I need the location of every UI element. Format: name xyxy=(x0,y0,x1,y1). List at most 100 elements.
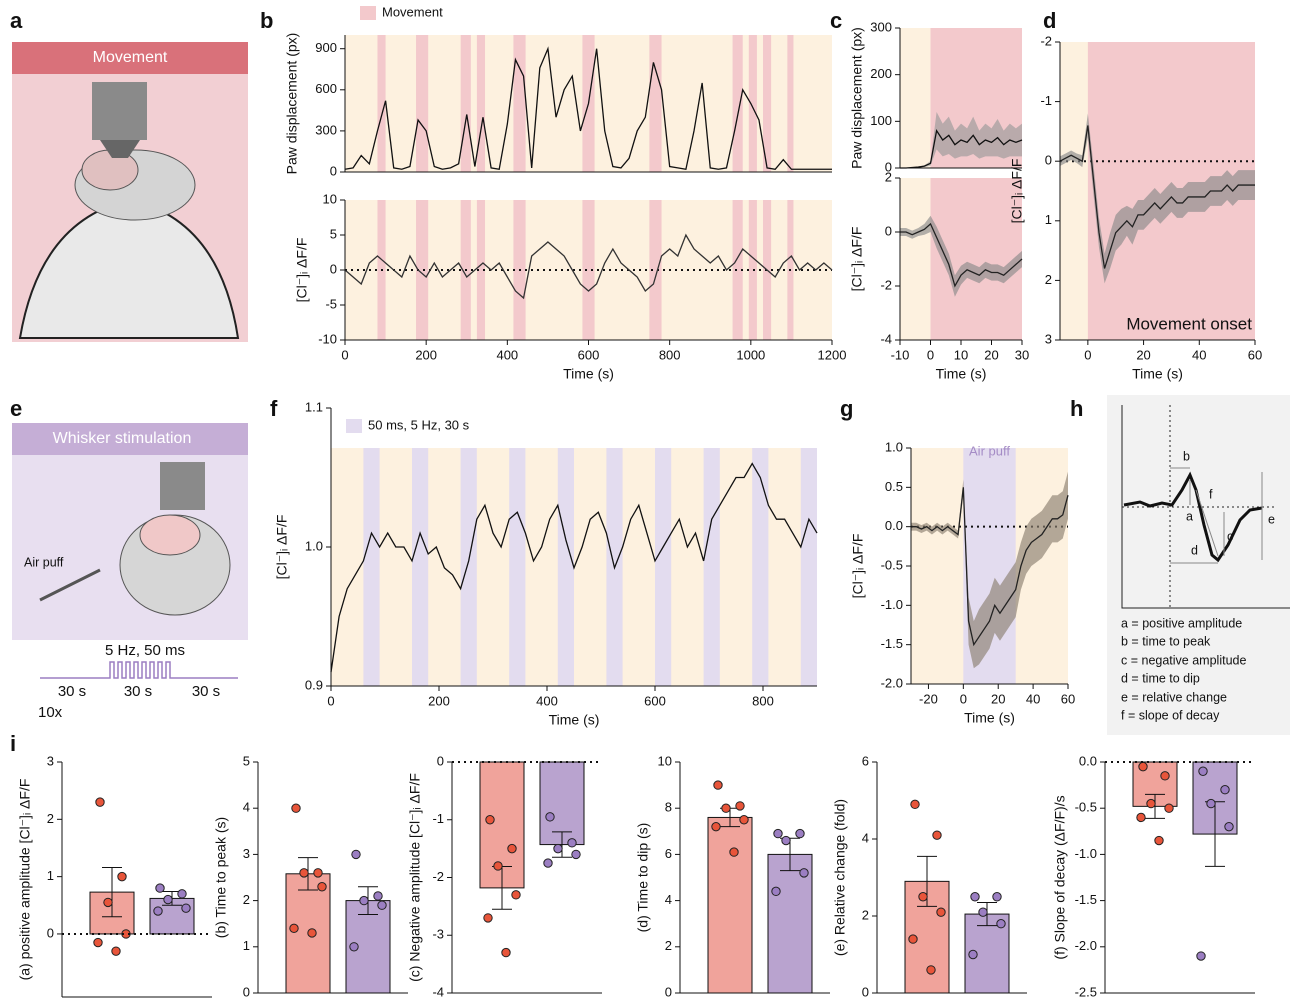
y-tick-label: 2 xyxy=(885,169,892,184)
data-point xyxy=(799,868,809,878)
data-point xyxy=(567,838,577,848)
chart: 0 2 4 6 8 10 (d) Time to dip (s) xyxy=(635,753,830,999)
panel-letters: a b c d e f g h i xyxy=(10,8,1083,756)
bar xyxy=(707,816,753,994)
band xyxy=(476,35,486,172)
x-axis-label: Time (s) xyxy=(549,712,600,728)
y-axis-label: Paw displacement (px) xyxy=(849,27,865,169)
error-band xyxy=(900,215,1022,297)
line xyxy=(344,233,833,300)
y-tick-label: -10 xyxy=(318,331,337,346)
band xyxy=(460,35,471,172)
data-point xyxy=(908,934,918,944)
y-tick-label: 0 xyxy=(47,925,54,940)
repeats-label: 10x xyxy=(38,704,63,721)
data-point xyxy=(1198,766,1208,776)
x-tick-label: 1000 xyxy=(736,347,765,362)
data-point xyxy=(910,799,920,810)
x-tick-label: 40 xyxy=(1192,347,1206,362)
x-tick-label: 200 xyxy=(415,347,437,362)
y-tick-label: 1 xyxy=(1045,212,1052,227)
data-point xyxy=(299,868,309,878)
y-axis-label: (c) Negative amplitude [Cl⁻]ᵢ ΔF/F xyxy=(407,773,423,982)
chart: 0 200 400 600 800 1000 1200 Time (s) -10 -5 0 5 10 [C… xyxy=(294,191,847,381)
y-axis-label: [Cl⁻]ᵢ ΔF/F xyxy=(294,238,310,303)
data-point xyxy=(936,907,946,917)
band xyxy=(655,448,672,686)
chart: 0 1 2 3 (a) positive amplitude [Cl⁻]ᵢ ΔF/F xyxy=(17,753,212,998)
data-point xyxy=(1224,821,1234,832)
y-tick-label: -1 xyxy=(432,811,444,826)
y-tick-label: -5 xyxy=(325,296,337,311)
y-axis-label: Paw displacement (px) xyxy=(284,33,300,175)
y-tick-label: 10 xyxy=(658,753,672,768)
data-point xyxy=(711,821,721,832)
y-tick-label: 3 xyxy=(1045,331,1052,346)
x-tick-label: 60 xyxy=(1061,691,1075,706)
y-tick-label: 0 xyxy=(862,984,869,999)
data-point xyxy=(1138,761,1148,772)
y-tick-label: 0 xyxy=(437,753,444,768)
data-point xyxy=(996,919,1006,929)
band xyxy=(732,35,743,172)
band xyxy=(416,35,429,172)
data-point xyxy=(511,890,521,900)
air-puff-label: Air puff xyxy=(24,555,64,569)
x-tick-label: 200 xyxy=(428,693,450,708)
y-tick-label: -1.0 xyxy=(881,597,903,612)
band xyxy=(763,35,772,172)
chart: 0 20 40 60 Time (s) Movement onset -2 -1 0 1 2 3 [Cl… xyxy=(1009,33,1263,381)
x-tick-label: 600 xyxy=(644,693,666,708)
data-point xyxy=(103,897,113,908)
band xyxy=(377,35,386,172)
y-tick-label: 2 xyxy=(1045,272,1052,287)
data-point xyxy=(501,947,511,958)
y-tick-label: 2 xyxy=(862,907,869,922)
band xyxy=(412,448,429,686)
panel-header xyxy=(12,42,248,74)
movement-illustration: Movement xyxy=(12,42,248,342)
data-point xyxy=(117,871,127,882)
x-tick-label: 0 xyxy=(960,691,967,706)
x-tick-label: 60 xyxy=(1248,347,1262,362)
band xyxy=(748,35,757,172)
y-tick-label: -2 xyxy=(880,277,892,292)
y-tick-label: 1 xyxy=(47,868,54,883)
x-tick-label: 40 xyxy=(1026,691,1040,706)
schematic-letter: f xyxy=(1209,487,1213,501)
y-tick-label: 300 xyxy=(315,122,337,137)
data-point xyxy=(111,946,121,956)
data-point xyxy=(507,843,517,854)
band xyxy=(513,35,526,172)
objective xyxy=(160,462,205,510)
data-point xyxy=(1154,835,1164,846)
header-text: Whisker stimulation xyxy=(53,430,192,447)
y-tick-label: 8 xyxy=(665,800,672,815)
data-point xyxy=(926,965,936,975)
schematic-axes xyxy=(1121,405,1290,609)
data-point xyxy=(553,843,563,854)
objective xyxy=(92,82,147,140)
panel-letter: h xyxy=(1070,396,1083,421)
panel-letter: i xyxy=(10,731,16,756)
data-point xyxy=(359,895,369,906)
mouse-head xyxy=(81,149,139,191)
data-point xyxy=(918,892,928,902)
data-point xyxy=(351,849,361,860)
chart: Air puff -20 0 20 40 60 Time (s) -2.0 -1.5 -1.0 -0… xyxy=(850,439,1076,725)
y-tick-label: 3 xyxy=(243,846,250,861)
data-point xyxy=(1206,798,1216,809)
x-axis-label: Time (s) xyxy=(936,366,987,382)
chart: Movement 0 300 600 900 Paw displacement (px) xyxy=(284,4,832,178)
objective-tip xyxy=(100,140,140,158)
y-axis-label: [Cl⁻]ᵢ ΔF/F xyxy=(1009,159,1025,224)
chart: 0 1 2 3 4 5 (b) Time to peak (s) xyxy=(213,753,408,999)
data-point xyxy=(483,913,493,923)
legend-swatch xyxy=(346,419,362,433)
data-point xyxy=(317,882,327,892)
header-text: Movement xyxy=(93,49,168,66)
data-point xyxy=(163,894,173,905)
x-tick-label: 10 xyxy=(954,347,968,362)
y-tick-label: 600 xyxy=(315,81,337,96)
y-tick-label: 300 xyxy=(870,19,892,34)
